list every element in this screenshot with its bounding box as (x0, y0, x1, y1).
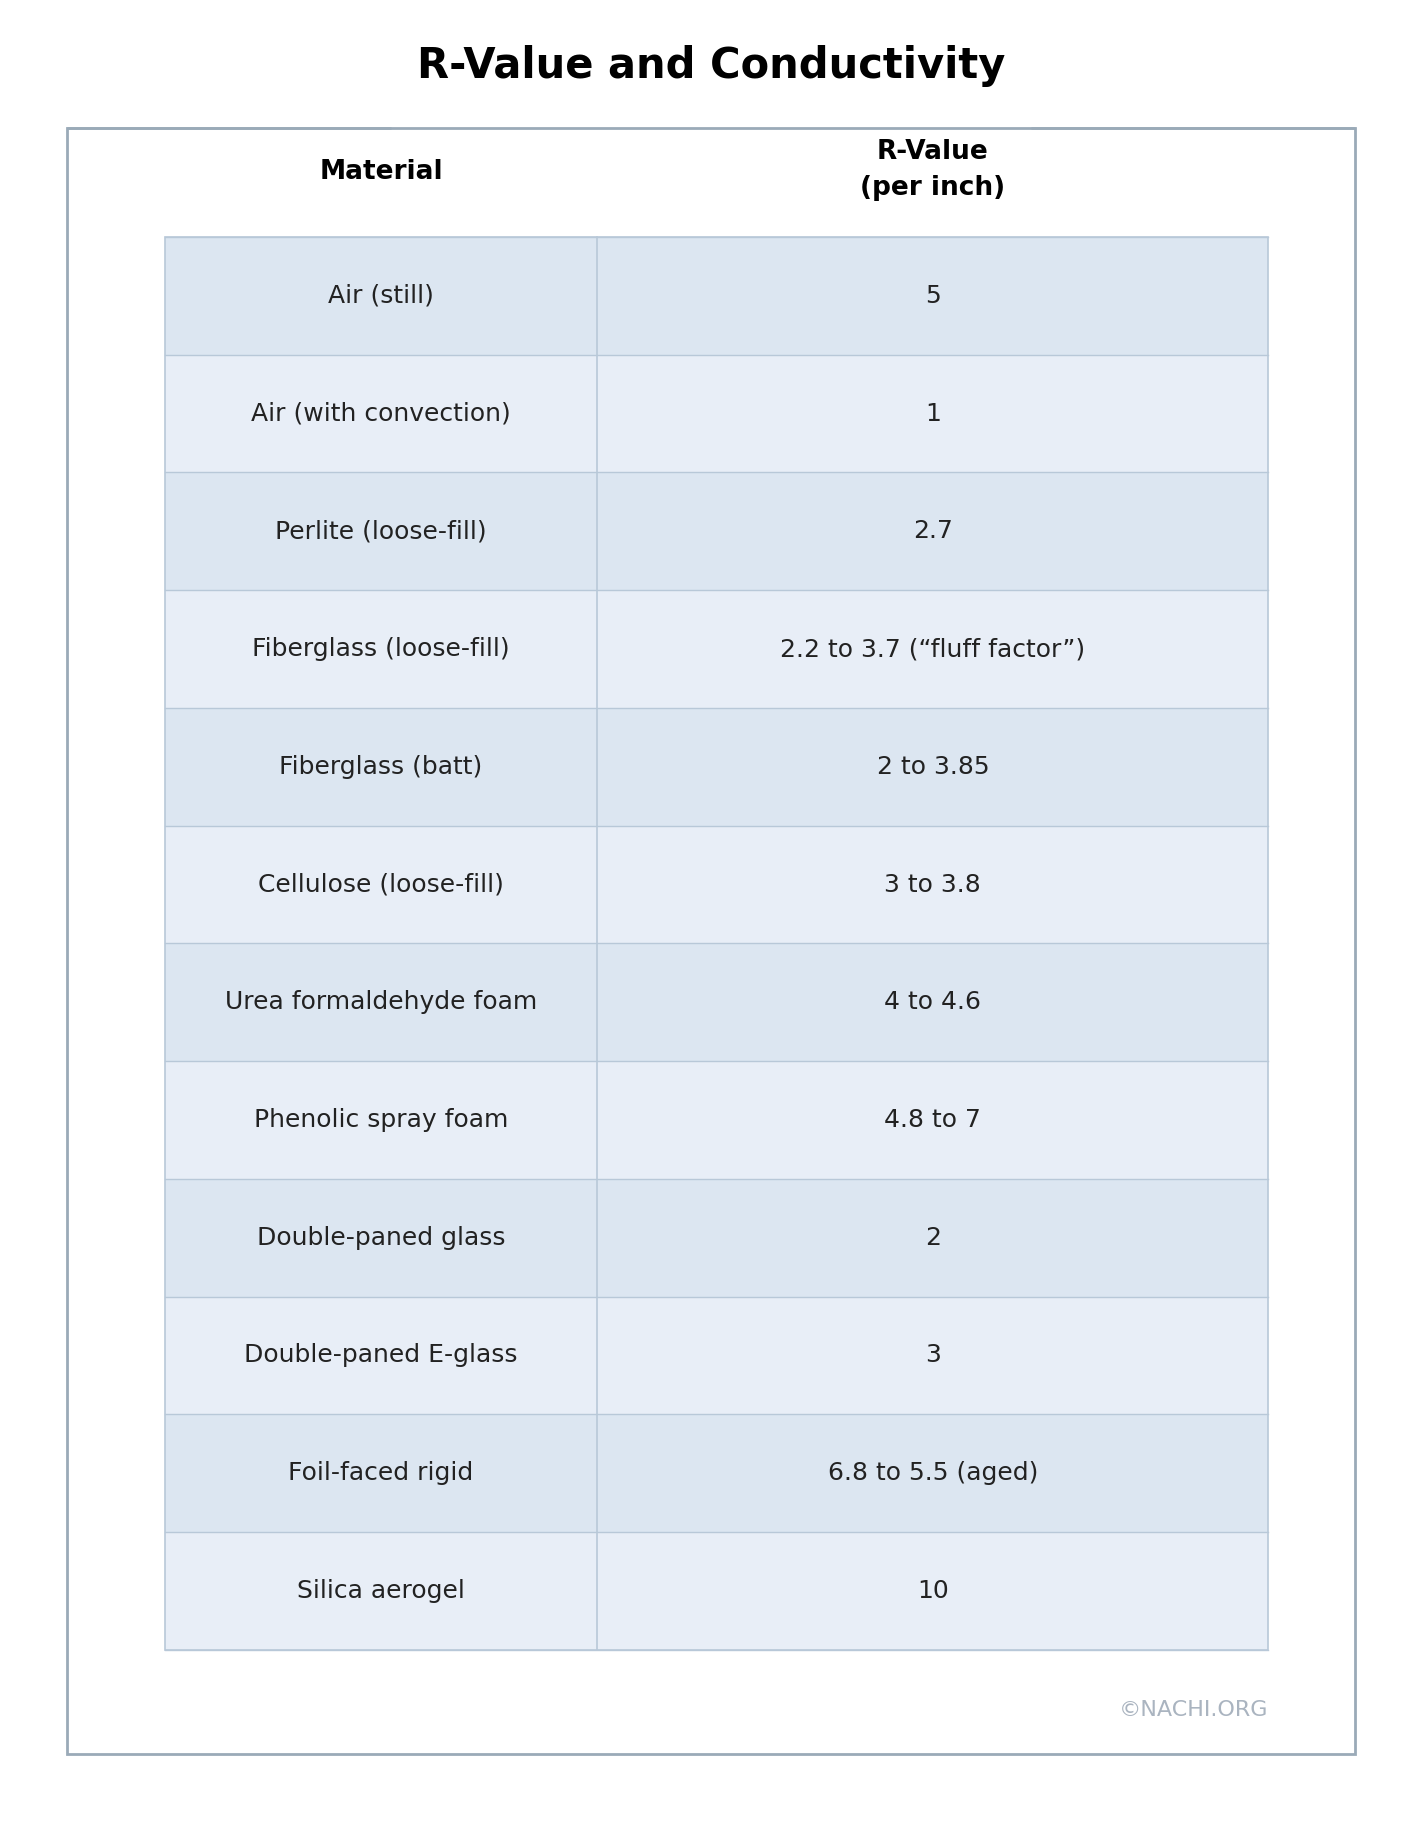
Text: 2 to 3.85: 2 to 3.85 (876, 755, 990, 778)
Text: 2: 2 (924, 1225, 941, 1251)
Bar (165, 826, 1268, 944)
Text: 4.8 to 7: 4.8 to 7 (884, 1108, 981, 1132)
Bar (165, 472, 1268, 591)
Text: Phenolic spray foam: Phenolic spray foam (255, 1108, 508, 1132)
Text: 3: 3 (924, 1344, 941, 1367)
Text: Foil-faced rigid: Foil-faced rigid (289, 1462, 474, 1486)
Text: 3 to 3.8: 3 to 3.8 (884, 873, 981, 897)
Text: 6.8 to 5.5 (aged): 6.8 to 5.5 (aged) (828, 1462, 1038, 1486)
Text: Air (still): Air (still) (328, 284, 434, 308)
Text: 2.2 to 3.7 (“fluff factor”): 2.2 to 3.7 (“fluff factor”) (781, 636, 1085, 662)
Text: Material: Material (320, 159, 442, 186)
Text: Silica aerogel: Silica aerogel (297, 1579, 465, 1602)
Text: Fiberglass (batt): Fiberglass (batt) (280, 755, 482, 778)
Bar (165, 591, 1268, 707)
Text: 4 to 4.6: 4 to 4.6 (884, 990, 981, 1014)
Bar (165, 237, 1268, 1650)
Text: Air (with convection): Air (with convection) (252, 401, 510, 425)
Bar (165, 1061, 1268, 1179)
Text: Perlite (loose-fill): Perlite (loose-fill) (276, 520, 486, 543)
Bar (165, 1296, 1268, 1415)
Text: 10: 10 (917, 1579, 948, 1602)
Bar (165, 355, 1268, 472)
Text: Cellulose (loose-fill): Cellulose (loose-fill) (259, 873, 503, 897)
Text: Double-paned E-glass: Double-paned E-glass (245, 1344, 518, 1367)
Text: R-Value: R-Value (877, 139, 988, 166)
Text: Double-paned glass: Double-paned glass (257, 1225, 505, 1251)
Text: R-Value and Conductivity: R-Value and Conductivity (417, 44, 1005, 88)
Text: 2.7: 2.7 (913, 520, 953, 543)
Bar (165, 944, 1268, 1061)
Text: (per inch): (per inch) (860, 175, 1005, 201)
Text: 1: 1 (924, 401, 941, 425)
Bar (165, 1179, 1268, 1296)
Bar (165, 707, 1268, 826)
Bar (165, 1415, 1268, 1531)
Text: Urea formaldehyde foam: Urea formaldehyde foam (225, 990, 538, 1014)
Bar (67, 128, 1355, 1754)
Text: Fiberglass (loose-fill): Fiberglass (loose-fill) (252, 636, 510, 662)
Text: ©NACHI.ORG: ©NACHI.ORG (1119, 1701, 1268, 1719)
Bar (165, 1531, 1268, 1650)
Bar (165, 237, 1268, 355)
Text: 5: 5 (924, 284, 941, 308)
